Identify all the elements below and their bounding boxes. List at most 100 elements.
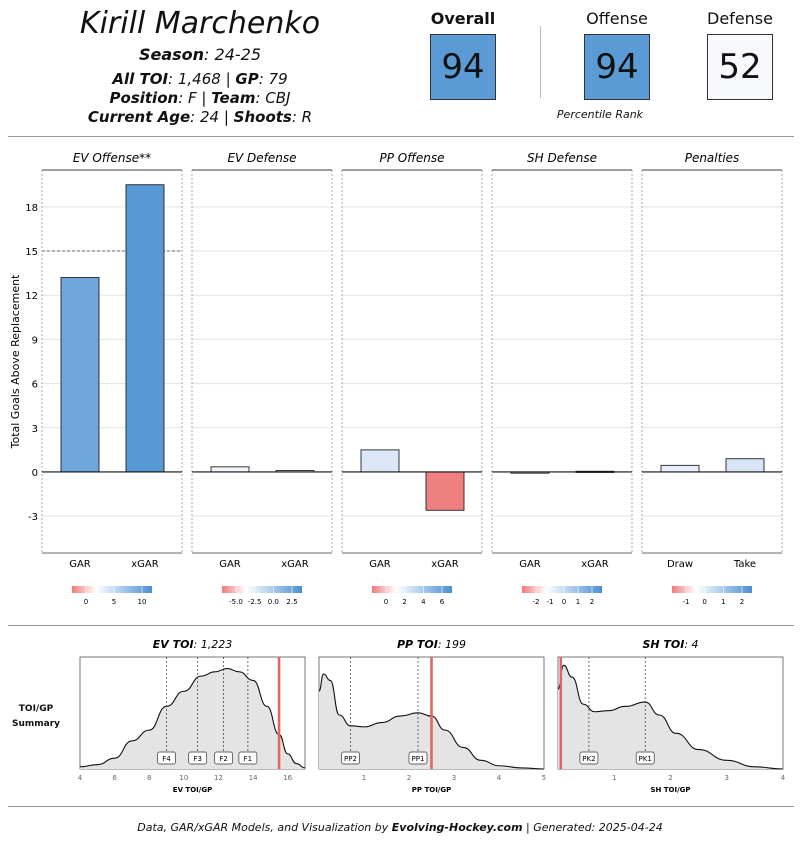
legend-color-bar [522,586,602,593]
marker-label: F3 [193,755,201,763]
gar-bar-chart: Total Goals Above Replacement-3036912151… [9,151,783,606]
legend-tick-label: 1 [721,598,725,606]
x-tick-label: xGAR [581,559,609,570]
toi-title-label: EV TOI [153,638,194,651]
density-line [557,664,784,770]
offense-score-box: 94 [584,34,650,100]
toi-panel-title: EV TOI: 1,223 [153,638,233,651]
toi-panel: PP TOI: 199 PP2 PP1 1 2 3 4 5 PP TOI/GP [318,638,546,794]
density-line [79,668,306,769]
legend-tick-label: 0 [84,598,88,606]
legend-color-bar [372,586,452,593]
x-tick-label: 10 [179,774,188,782]
legend-tick-label: 4 [421,598,426,606]
panel-title: EV Defense [227,151,296,165]
density-area [558,665,783,769]
gar-panel: Penalties Draw Take -1 0 1 2 [641,151,783,606]
legend-color-bar [72,586,152,593]
footer-suffix: | Generated: 2025-04-24 [522,821,663,834]
age-label: Current Age [87,108,191,126]
x-tick-label: 3 [452,774,456,782]
x-tick-label: 8 [147,774,151,782]
bar [360,449,400,473]
gar-panel: PP Offense GAR xGAR 0 2 4 6 [341,151,483,606]
separator: | [220,70,236,88]
bar [60,277,100,473]
header-divider [8,136,794,137]
toi-value: : 1,468 [168,70,221,88]
position-value: : F [178,89,197,107]
x-tick-label: 6 [112,774,117,782]
season-label: Season [138,45,205,64]
legend-tick-label: 2 [740,598,744,606]
x-tick-label: xGAR [281,559,309,570]
x-tick-label: 14 [249,774,258,782]
panel-title: PP Offense [379,151,444,165]
x-tick-label: 2 [407,774,411,782]
x-tick-label: Draw [667,559,693,570]
y-tick-label: 18 [25,203,38,214]
bar [125,184,165,473]
gp-value: : 79 [258,70,288,88]
overall-score: 94 [441,47,485,87]
marker-box [157,751,176,765]
legend-tick-label: 0 [384,598,388,606]
overall-label: Overall [430,9,496,28]
y-tick-label: 3 [32,424,38,435]
legend-color-bar [222,586,302,593]
x-tick-label: GAR [69,559,91,570]
marker-box [238,751,258,765]
player-name: Kirill Marchenko [79,6,321,41]
footer-divider [8,806,794,807]
team-value: : CBJ [255,89,291,107]
x-tick-label: Take [733,559,756,570]
footer-prefix: Data, GAR/xGAR Models, and Visualization… [137,821,392,834]
x-tick-label: GAR [219,559,241,570]
toi-title-label: PP TOI [397,638,438,651]
toi-summary-line1: TOI/GP [18,704,54,714]
y-tick-label: 0 [32,468,38,479]
y-tick-label: 9 [32,335,38,346]
season-line: Season: 24-25 [0,45,400,64]
marker-label: PK1 [639,755,652,763]
defense-score: 52 [718,47,762,87]
x-tick-label: 2 [668,774,672,782]
panel-title: Penalties [685,151,740,165]
legend-tick-label: 10 [138,598,147,606]
marker-box [341,751,360,765]
team-label: Team [211,89,256,107]
legend-tick-label: 6 [440,598,445,606]
x-tick-label: 1 [612,774,616,782]
x-tick-label: GAR [369,559,391,570]
percentile-rank-label: Percentile Rank [556,108,644,121]
marker-box [579,751,599,765]
legend-tick-label: 5 [112,598,116,606]
x-tick-label: 4 [78,774,83,782]
legend-tick-label: 0 [702,598,706,606]
toi-panel-title: PP TOI: 199 [397,638,466,651]
toi-panel: SH TOI: 4 PK2 PK1 1 2 3 4 SH TOI/GP [557,638,786,794]
legend-color-bar [672,586,752,593]
density-line [318,673,545,770]
shoots-label: Shoots [233,108,292,126]
bar [725,458,765,473]
toi-summary-label: TOI/GP Summary [6,702,66,732]
shoots-value: : R [291,108,313,126]
bar [425,471,465,511]
ratings-divider [540,26,541,98]
x-tick-label: 16 [283,774,292,782]
y-tick-label: -3 [28,512,38,523]
gar-panel: EV Offense** GAR xGAR 0 5 10 [41,151,183,606]
x-tick-label: 1 [362,774,366,782]
position-label: Position [109,89,179,107]
x-tick-label: 5 [542,774,546,782]
panel-title: SH Defense [527,151,597,165]
toi-panel-title: SH TOI: 4 [642,638,698,651]
gar-panel: EV Defense GAR xGAR -5.0 -2.5 0.0 2.5 [191,151,333,606]
separator: | [196,89,212,107]
legend-tick-label: 2 [590,598,594,606]
legend-tick-label: 0 [562,598,566,606]
toi-title-label: SH TOI [642,638,684,651]
legend-tick-label: -2.5 [248,598,262,606]
